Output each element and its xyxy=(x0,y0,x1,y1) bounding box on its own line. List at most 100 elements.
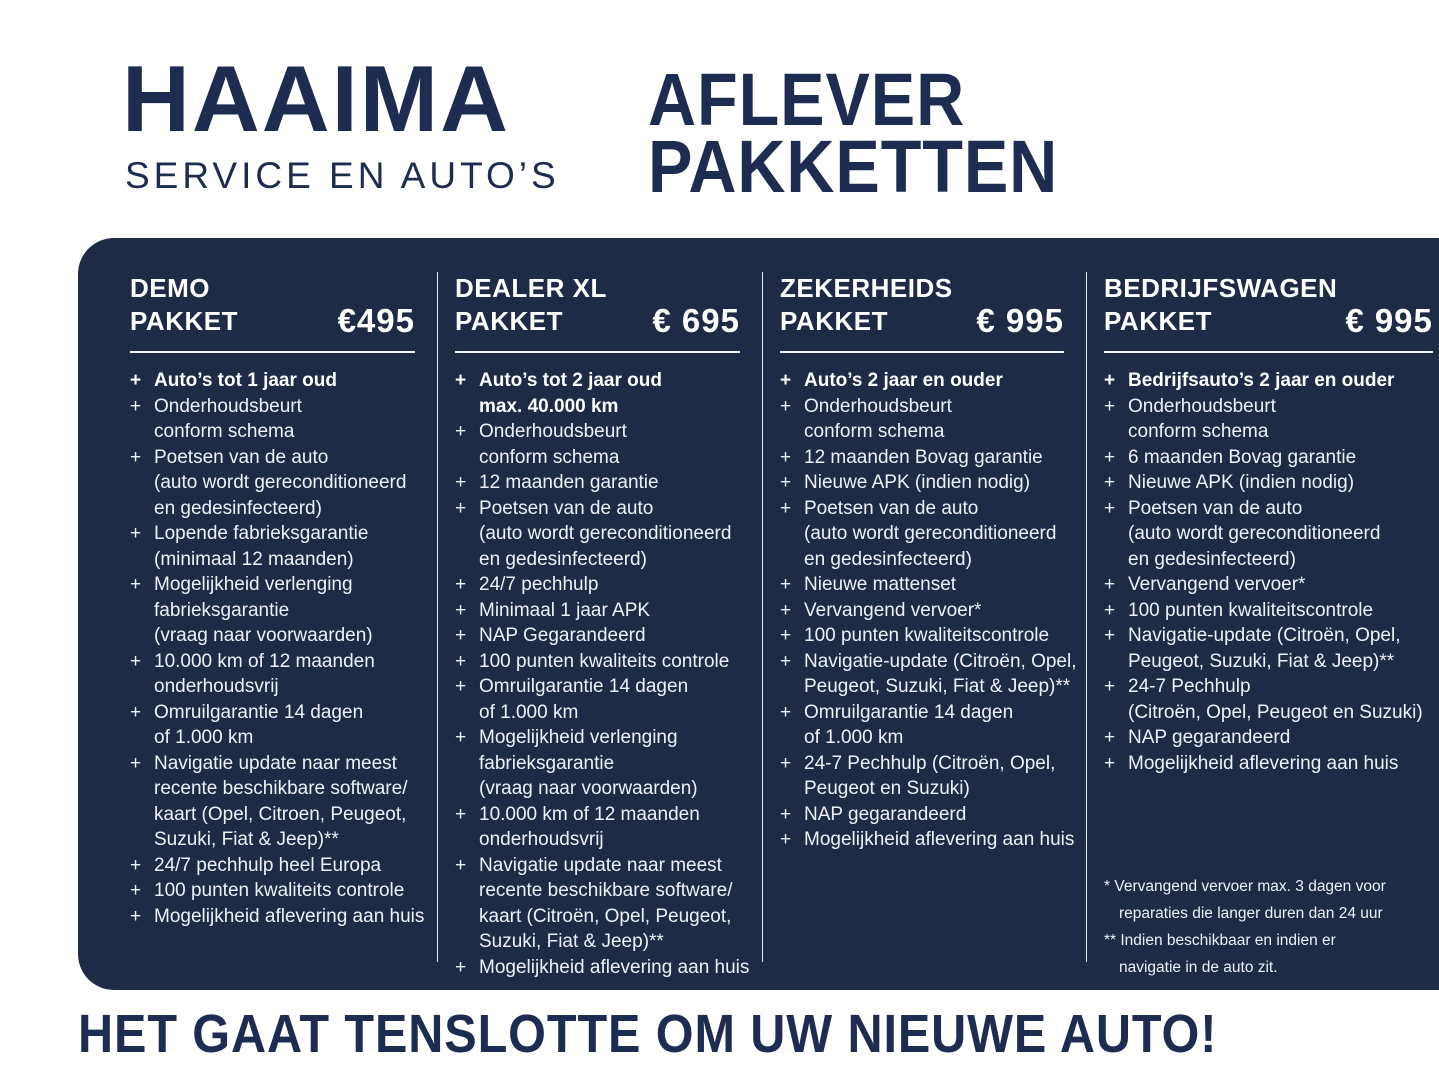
package-item-line: (auto wordt gereconditioneerd xyxy=(1128,523,1381,544)
plus-icon: + xyxy=(455,650,467,672)
package-item-text: Onderhoudsbeurt conform schema xyxy=(804,394,1064,445)
package-item-line: Nieuwe APK (indien nodig) xyxy=(1128,472,1355,493)
footnote-line: navigatie in de auto zit. xyxy=(1119,959,1278,976)
package-item: +100 punten kwaliteits controle xyxy=(130,878,415,904)
package-name-line: PAKKET xyxy=(455,306,563,336)
plus-icon: + xyxy=(455,472,467,493)
package-name-line: PAKKET xyxy=(1104,306,1212,336)
package-item-line: of 1.000 km xyxy=(804,727,904,748)
package-name-line: BEDRIJFSWAGEN xyxy=(1104,273,1338,303)
package-item-line: Nieuwe mattenset xyxy=(804,574,957,595)
package-item-line: (minimaal 12 maanden) xyxy=(154,548,354,570)
plus-icon: + xyxy=(455,676,467,697)
package-item: + Omruilgarantie 14 dagen of 1.000 km xyxy=(780,700,1064,751)
package-item-line: Suzuki, Fiat & Jeep)** xyxy=(479,931,664,952)
plus-icon: + xyxy=(780,829,792,850)
package-item-line: Mogelijkheid aflevering aan huis xyxy=(479,956,750,978)
package-item-line: recente beschikbare software/ xyxy=(154,778,408,799)
package-item-text: Mogelijkheid verlenging fabrieksgarantie (… xyxy=(154,572,415,649)
plus-icon: + xyxy=(130,880,142,901)
plus-icon: + xyxy=(780,650,792,672)
package-item-text: Bedrijfsauto’s 2 jaar en ouder xyxy=(1128,368,1433,394)
plus-icon: + xyxy=(455,727,467,748)
plus-icon: + xyxy=(130,650,142,672)
package-item-text: 24-7 Pechhulp (Citroën, Opel, Peugeot en … xyxy=(804,751,1064,802)
package-item-line: 6 maanden Bovag garantie xyxy=(1128,446,1357,468)
package-item-text: Vervangend vervoer* xyxy=(804,598,1064,624)
plus-icon: + xyxy=(780,446,792,468)
plus-icon: + xyxy=(130,370,142,391)
plus-icon: + xyxy=(130,752,142,774)
package-item: +24/7 pechhulp heel Europa xyxy=(130,853,415,879)
package-item: + Onderhoudsbeurt conform schema xyxy=(1104,394,1433,445)
package-item-line: Mogelijkheid verlenging xyxy=(479,727,678,748)
package-item-line: (vraag naar voorwaarden) xyxy=(479,778,698,799)
package-item-line: en gedesinfecteerd) xyxy=(479,548,647,570)
package-item-text: Onderhoudsbeurt conform schema xyxy=(154,394,415,445)
package-item-line: conform schema xyxy=(479,446,620,468)
plus-icon: + xyxy=(455,625,467,646)
package-name-line: DEALER XL xyxy=(455,273,607,303)
package-header: ZEKERHEIDS PAKKET € 995 xyxy=(780,272,1064,338)
package-name: ZEKERHEIDS PAKKET xyxy=(780,272,953,338)
header-rule xyxy=(780,351,1064,353)
package-item-text: Onderhoudsbeurt conform schema xyxy=(1128,394,1433,445)
package-item-text: Nieuwe APK (indien nodig) xyxy=(804,470,1064,496)
column-divider xyxy=(762,272,763,962)
package-item-line: Auto’s 2 jaar en ouder xyxy=(804,370,1003,391)
package-item-text: Poetsen van de auto (auto wordt gerecondi… xyxy=(479,496,740,573)
package-item: +12 maanden Bovag garantie xyxy=(780,445,1064,471)
package-item-line: Navigatie update naar meest xyxy=(479,854,722,876)
package-item: + Onderhoudsbeurt conform schema xyxy=(455,419,740,470)
package-item-text: Poetsen van de auto (auto wordt gerecondi… xyxy=(804,496,1064,573)
package-item-line: Poetsen van de auto xyxy=(479,497,654,519)
package-item-text: Poetsen van de auto (auto wordt gerecondi… xyxy=(154,445,415,522)
package-item: + Vervangend vervoer* xyxy=(780,598,1064,624)
plus-icon: + xyxy=(780,472,792,493)
plus-icon: + xyxy=(130,905,142,927)
package-item-text: Nieuwe mattenset xyxy=(804,572,1064,598)
package-item-text: Omruilgarantie 14 dagen of 1.000 km xyxy=(479,674,740,725)
page-title-line1: AFLEVER xyxy=(648,58,966,141)
package-item-line: 12 maanden Bovag garantie xyxy=(804,446,1043,468)
package-item: + Lopende fabrieksgarantie (minimaal 12 ma… xyxy=(130,521,415,572)
package-item-line: Suzuki, Fiat & Jeep)** xyxy=(154,829,339,850)
package-item-text: Omruilgarantie 14 dagen of 1.000 km xyxy=(804,700,1064,751)
package-item: +10.000 km of 12 maanden onderhoudsvrij xyxy=(130,649,415,700)
package-item-text: Mogelijkheid verlenging fabrieksgarantie (… xyxy=(479,725,740,802)
package-item-line: Minimaal 1 jaar APK xyxy=(479,599,651,621)
package-item-line: (auto wordt gereconditioneerd xyxy=(804,523,1057,544)
package-item-line: onderhoudsvrij xyxy=(479,829,604,850)
package-item: + Vervangend vervoer* xyxy=(1104,572,1433,598)
package-item-line: Peugeot, Suzuki, Fiat & Jeep)** xyxy=(804,676,1071,697)
package-item-line: 24-7 Pechhulp (Citroën, Opel, xyxy=(804,752,1056,774)
package-item: + Auto’s 2 jaar en ouder xyxy=(780,368,1064,394)
package-item: + Mogelijkheid verlenging fabrieksgarantie… xyxy=(455,725,740,802)
package-item: + Omruilgarantie 14 dagen of 1.000 km xyxy=(455,674,740,725)
package-item-line: en gedesinfecteerd) xyxy=(804,548,972,570)
package-price: € 695 xyxy=(652,302,740,339)
header-rule xyxy=(130,351,415,353)
package-item-line: Navigatie update naar meest xyxy=(154,752,397,774)
plus-icon: + xyxy=(130,523,142,544)
package-name-line: DEMO xyxy=(130,273,210,303)
package-items: + Auto’s tot 1 jaar oud + Onderhoudsbeurt co… xyxy=(130,368,424,929)
package-item-text: Navigatie update naar meest recente besch… xyxy=(154,751,415,853)
package-item: + Onderhoudsbeurt conform schema xyxy=(130,394,415,445)
package-item-line: Poetsen van de auto xyxy=(1128,497,1303,519)
package-item-text: Lopende fabrieksgarantie (minimaal 12 maa… xyxy=(154,521,415,572)
package-item-line: Nieuwe APK (indien nodig) xyxy=(804,472,1031,493)
brand-subtitle: SERVICE EN AUTO’S xyxy=(125,155,560,196)
package-name: DEALER XL PAKKET xyxy=(455,272,607,338)
package-item-text: Navigatie-update (Citroën, Opel, Peugeot,… xyxy=(804,649,1076,700)
footnotes: * Vervangend vervoer max. 3 dagen voor re… xyxy=(1104,873,1433,981)
package-item-line: Mogelijkheid verlenging xyxy=(154,574,353,595)
package-item: + Navigatie-update (Citroën, Opel, Peugeot… xyxy=(1104,623,1433,674)
package-item: + Bedrijfsauto’s 2 jaar en ouder xyxy=(1104,368,1433,394)
plus-icon: + xyxy=(1104,752,1116,774)
package-item: + Poetsen van de auto (auto wordt gerecond… xyxy=(780,496,1064,573)
package-item-text: 100 punten kwaliteitscontrole xyxy=(1128,598,1433,624)
package-item-line: Onderhoudsbeurt xyxy=(479,421,627,442)
package-item: + NAP gegarandeerd xyxy=(1104,725,1433,751)
package-item: + Nieuwe APK (indien nodig) xyxy=(780,470,1064,496)
